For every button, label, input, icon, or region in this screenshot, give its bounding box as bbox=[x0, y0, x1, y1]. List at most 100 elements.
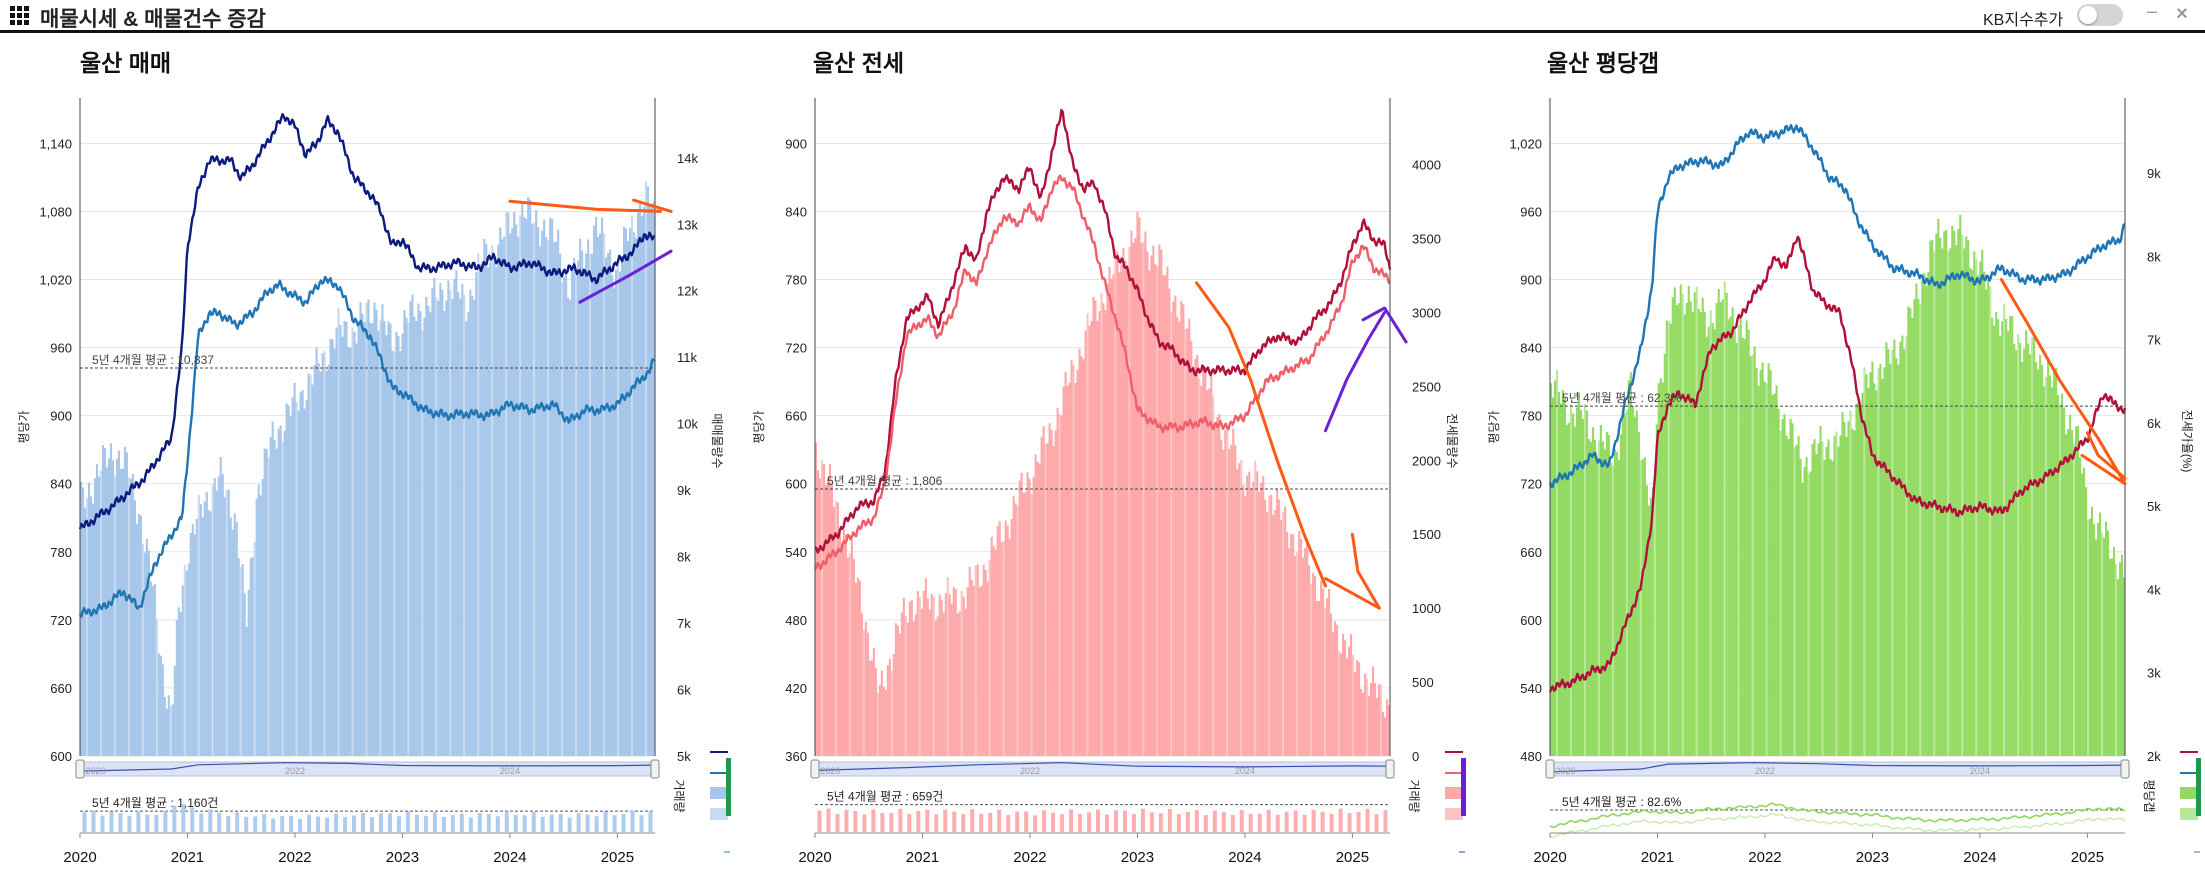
area-bar bbox=[457, 292, 460, 756]
area-bar bbox=[1232, 428, 1235, 756]
area-bar bbox=[824, 484, 828, 756]
area-bar bbox=[1721, 299, 1724, 756]
area-bar bbox=[1945, 229, 1948, 757]
area-bar bbox=[1735, 342, 1738, 756]
y-tick-label-left: 720 bbox=[50, 613, 72, 628]
area-bar bbox=[537, 227, 540, 756]
area-bar bbox=[2047, 360, 2050, 756]
area-bar bbox=[1352, 655, 1355, 756]
y-tick-label-left: 840 bbox=[785, 204, 807, 219]
area-bar bbox=[511, 228, 514, 756]
navigator-handle-right[interactable] bbox=[1385, 759, 1395, 779]
area-bar bbox=[1553, 380, 1557, 756]
y-axis-title-right: 전세가율(%) bbox=[2180, 410, 2194, 473]
y-tick-label-left: 1,140 bbox=[39, 136, 72, 151]
area-bar bbox=[1781, 419, 1784, 756]
area-bar bbox=[1178, 321, 1181, 756]
area-bar bbox=[341, 336, 344, 756]
navigator-handle-left[interactable] bbox=[75, 759, 85, 779]
kb-toggle-switch[interactable] bbox=[2077, 4, 2123, 26]
area-bar bbox=[630, 215, 634, 756]
y-tick-label-left: 780 bbox=[50, 545, 72, 560]
area-bar bbox=[1913, 299, 1916, 756]
area-bar bbox=[878, 685, 881, 756]
area-bar bbox=[880, 670, 883, 756]
y-tick-label-left: 600 bbox=[1520, 613, 1542, 628]
area-bar bbox=[2075, 426, 2078, 756]
area-bar bbox=[1991, 317, 1994, 756]
x-tick-label: 2020 bbox=[1533, 849, 1566, 866]
area-bar bbox=[1124, 260, 1127, 756]
area-bar bbox=[109, 443, 112, 756]
area-bar bbox=[99, 470, 103, 756]
sub-bar bbox=[1356, 812, 1361, 832]
area-bar bbox=[820, 460, 824, 756]
area-bar bbox=[237, 557, 240, 756]
area-bar bbox=[259, 495, 262, 756]
area-bar bbox=[491, 244, 494, 756]
navigator-handle-left[interactable] bbox=[1545, 759, 1555, 779]
y-tick-label-right: 14k bbox=[677, 151, 698, 166]
area-bar bbox=[1651, 487, 1654, 756]
area-bar bbox=[1132, 242, 1135, 756]
navigator-handle-left[interactable] bbox=[810, 759, 820, 779]
area-bar bbox=[463, 294, 466, 756]
area-bar bbox=[2110, 558, 2114, 756]
area-bar bbox=[435, 297, 438, 756]
area-bar bbox=[219, 456, 222, 756]
area-bar bbox=[2083, 467, 2086, 756]
area-bar bbox=[1284, 506, 1287, 756]
area-bar bbox=[271, 421, 274, 756]
sub-bar bbox=[1194, 810, 1199, 832]
area-bar bbox=[1356, 660, 1359, 756]
sub-bar bbox=[826, 808, 831, 832]
area-bar bbox=[1020, 472, 1023, 756]
area-bar bbox=[2120, 554, 2124, 756]
chart-title-gap: 울산 평당갭 bbox=[1547, 50, 1660, 76]
sub-bar bbox=[630, 810, 635, 832]
close-icon[interactable]: × bbox=[2176, 3, 2188, 25]
area-bar bbox=[1569, 404, 1573, 756]
y-tick-label-left: 660 bbox=[50, 681, 72, 696]
area-bar bbox=[914, 614, 917, 756]
sub-bars bbox=[82, 804, 653, 832]
sub-bar bbox=[988, 813, 993, 832]
area-bar bbox=[1046, 443, 1049, 756]
y-tick-label-right: 4000 bbox=[1412, 158, 1441, 173]
area-bar bbox=[634, 237, 638, 756]
area-bar bbox=[273, 440, 276, 756]
sub-bar bbox=[1051, 812, 1056, 832]
area-bar bbox=[1156, 265, 1159, 756]
sub-average-label: 5년 4개월 평균 : 659건 bbox=[827, 790, 943, 804]
minimize-icon[interactable]: − bbox=[2146, 2, 2158, 24]
area-bar bbox=[1377, 684, 1381, 756]
area-bar bbox=[1066, 385, 1069, 756]
area-bar bbox=[1905, 335, 1908, 756]
area-bar bbox=[2122, 577, 2126, 756]
area-bar bbox=[535, 210, 538, 757]
area-bar bbox=[619, 271, 622, 756]
annotation-arrowhead bbox=[632, 198, 673, 213]
navigator-handle-right[interactable] bbox=[2120, 759, 2130, 779]
area-bar bbox=[1208, 388, 1211, 756]
area-bar bbox=[1731, 307, 1734, 756]
area-bar bbox=[1837, 446, 1840, 756]
area-bar bbox=[1300, 538, 1303, 756]
area-bar bbox=[1605, 431, 1608, 756]
area-bar bbox=[1641, 459, 1644, 756]
navigator-handle-right[interactable] bbox=[650, 759, 660, 779]
area-bar bbox=[1108, 266, 1111, 756]
area-bar bbox=[1320, 581, 1323, 756]
area-bar bbox=[2063, 407, 2066, 756]
area-bar bbox=[189, 532, 192, 756]
area-bar bbox=[872, 648, 875, 756]
area-bar bbox=[976, 564, 979, 756]
sub-bar bbox=[549, 814, 554, 832]
sub-bar bbox=[576, 813, 581, 832]
area-bar bbox=[295, 401, 298, 756]
area-bar bbox=[1220, 439, 1223, 756]
area-bar bbox=[1785, 435, 1788, 756]
area-bar bbox=[2041, 364, 2044, 756]
area-bar bbox=[425, 296, 428, 756]
grid-menu-icon[interactable] bbox=[10, 6, 32, 26]
